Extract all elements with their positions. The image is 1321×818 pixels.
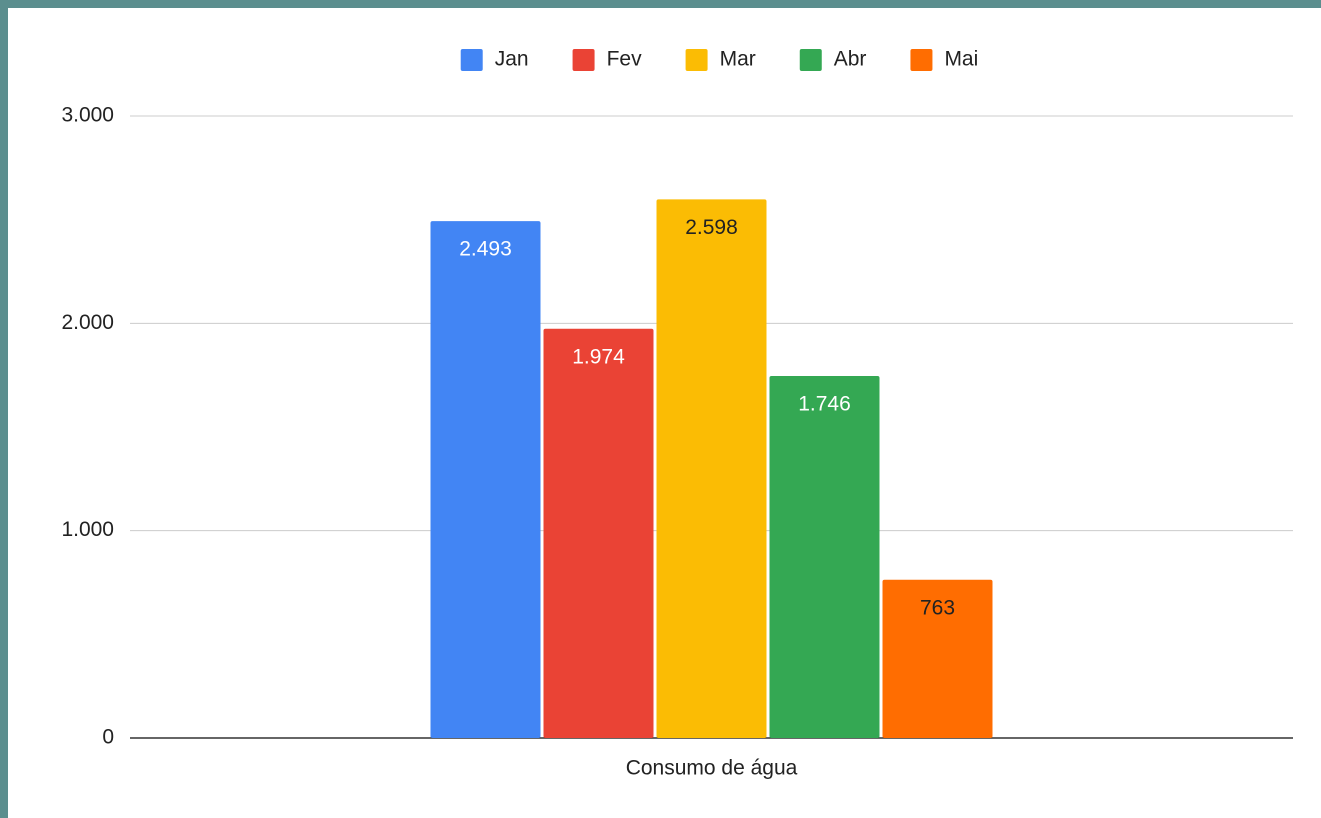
legend-item: Fev <box>572 48 643 71</box>
bar <box>430 221 541 739</box>
legend-label: Abr <box>834 48 867 71</box>
value-label: 1.746 <box>798 393 851 416</box>
value-label: 2.493 <box>459 238 512 261</box>
legend-item: Abr <box>799 48 867 71</box>
legend-swatch <box>910 49 933 71</box>
bar <box>882 579 993 738</box>
legend-swatch <box>460 49 483 71</box>
legend-label: Fev <box>607 48 643 71</box>
y-tick-label: 1.000 <box>61 518 114 541</box>
bar <box>656 199 767 738</box>
legend-label: Mar <box>720 48 756 71</box>
y-tick-label: 3.000 <box>61 104 114 127</box>
legend-item: Mar <box>685 48 756 71</box>
y-tick-label: 0 <box>102 726 114 749</box>
x-tick-label: Consumo de água <box>626 757 798 780</box>
bar <box>543 328 654 738</box>
legend-swatch <box>572 49 595 71</box>
legend-swatch <box>799 49 822 71</box>
bar <box>769 375 880 738</box>
y-tick-label: 2.000 <box>61 311 114 334</box>
value-label: 1.974 <box>572 345 625 368</box>
value-label: 2.598 <box>685 216 738 239</box>
legend-label: Mai <box>944 48 978 71</box>
value-label: 763 <box>920 596 955 619</box>
legend-item: Jan <box>460 48 529 71</box>
legend-swatch <box>685 49 708 71</box>
legend-item: Mai <box>910 48 978 71</box>
legend-label: Jan <box>495 48 529 71</box>
